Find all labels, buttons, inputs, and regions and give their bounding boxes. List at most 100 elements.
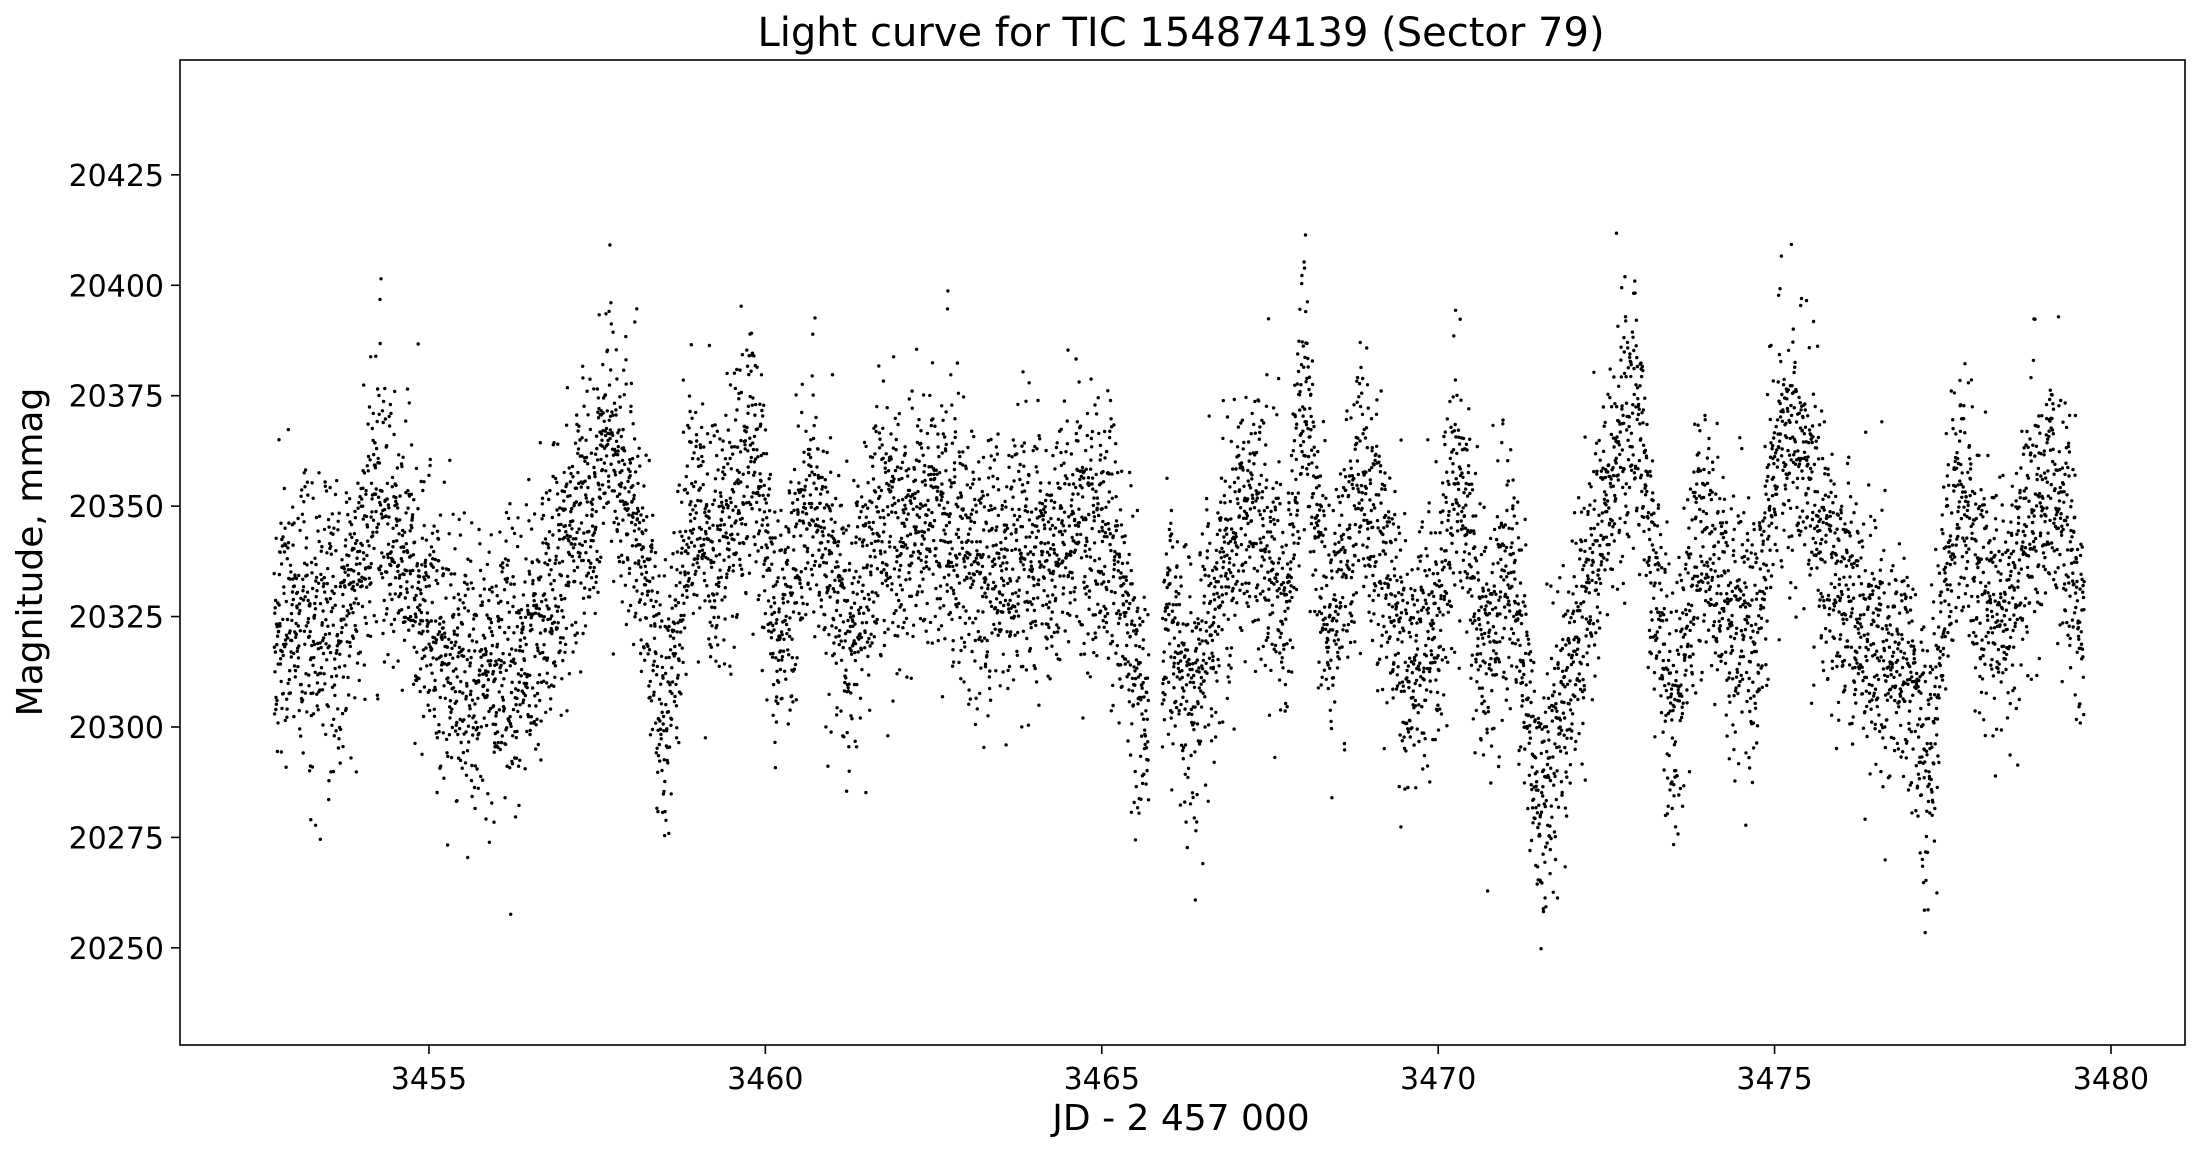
data-point	[570, 623, 574, 627]
data-point	[748, 443, 753, 447]
data-point	[1111, 703, 1115, 708]
data-point	[400, 559, 404, 563]
data-point	[836, 590, 840, 595]
data-point	[642, 646, 646, 650]
data-point	[726, 504, 730, 508]
data-point	[1083, 586, 1087, 590]
data-point	[848, 611, 852, 616]
data-point	[848, 624, 853, 629]
data-point	[645, 593, 650, 597]
data-point	[304, 546, 308, 550]
data-point	[1145, 717, 1150, 721]
data-point	[1047, 625, 1051, 630]
data-point	[573, 579, 577, 584]
data-point	[585, 500, 589, 504]
data-point	[1214, 548, 1219, 553]
data-point	[1058, 657, 1062, 662]
data-point	[344, 623, 348, 627]
data-point	[614, 439, 619, 443]
data-point	[1090, 445, 1094, 449]
data-point	[390, 597, 394, 602]
data-point	[1060, 532, 1065, 537]
data-point	[842, 735, 846, 739]
data-point	[643, 583, 648, 587]
data-point	[723, 472, 727, 477]
data-point	[1002, 603, 1006, 608]
data-point	[590, 514, 594, 518]
data-point	[574, 500, 578, 504]
data-point	[559, 713, 563, 717]
data-point	[1028, 600, 1032, 604]
data-point	[591, 569, 596, 574]
data-point	[788, 634, 792, 639]
data-point	[1254, 450, 1259, 455]
data-point	[380, 409, 385, 413]
data-point	[446, 676, 450, 680]
data-point	[837, 579, 842, 583]
data-point	[917, 530, 921, 534]
data-point	[527, 569, 531, 573]
data-point	[971, 579, 976, 583]
data-point	[806, 561, 810, 565]
data-point	[1126, 606, 1131, 611]
data-point	[1122, 540, 1127, 545]
data-point	[333, 693, 337, 698]
data-point	[1197, 666, 1201, 670]
data-point	[450, 725, 455, 730]
data-point	[952, 461, 957, 465]
data-point	[853, 642, 858, 646]
data-point	[1249, 432, 1253, 436]
data-point	[1022, 567, 1026, 572]
data-point	[392, 560, 396, 564]
data-point	[1020, 444, 1024, 448]
data-point	[770, 536, 775, 540]
data-point	[561, 636, 565, 640]
data-point	[756, 455, 760, 459]
data-point	[634, 511, 639, 516]
data-point	[1027, 473, 1031, 478]
data-point	[790, 591, 795, 595]
data-point	[607, 309, 611, 314]
data-point	[1090, 482, 1094, 486]
data-point	[813, 316, 817, 320]
data-point	[1014, 609, 1018, 613]
data-point	[688, 409, 692, 414]
data-point	[866, 654, 870, 659]
data-point	[1279, 631, 1283, 635]
data-point	[369, 481, 374, 485]
data-point	[986, 476, 991, 480]
data-point	[763, 497, 767, 501]
data-point	[286, 681, 290, 686]
data-point	[1134, 643, 1138, 648]
data-point	[1003, 598, 1008, 603]
data-point	[869, 564, 873, 568]
data-point	[402, 550, 406, 554]
data-point	[1162, 578, 1167, 582]
data-point	[1120, 561, 1125, 566]
data-point	[638, 651, 643, 656]
data-point	[925, 601, 929, 606]
data-point	[870, 455, 875, 460]
data-point	[545, 656, 550, 660]
data-point	[581, 364, 585, 368]
data-point	[773, 583, 778, 587]
data-point	[1209, 633, 1213, 637]
data-point	[709, 561, 713, 565]
data-point	[744, 591, 748, 596]
data-point	[985, 650, 990, 654]
data-point	[1185, 660, 1189, 664]
data-point	[1000, 569, 1004, 573]
data-point	[465, 582, 469, 586]
data-point	[1207, 574, 1211, 578]
data-point	[606, 479, 611, 484]
data-point	[809, 501, 814, 506]
data-point	[651, 604, 656, 609]
data-point	[1059, 463, 1064, 468]
data-point	[694, 511, 698, 515]
data-point	[545, 681, 549, 685]
data-point	[1000, 593, 1005, 597]
data-point	[876, 510, 881, 514]
data-point	[718, 568, 722, 572]
data-point	[651, 668, 655, 673]
data-point	[935, 472, 939, 476]
